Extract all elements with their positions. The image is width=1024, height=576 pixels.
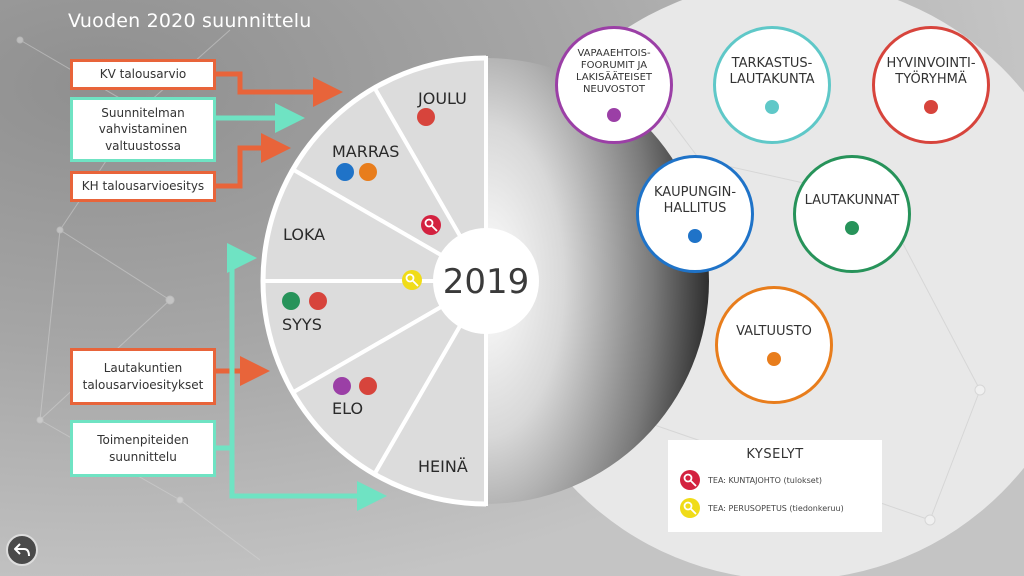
legend-item-kuntajohto: TEA: KUNTAJOHTO (tulokset) [680,470,882,490]
box-kh-talousarvioesitys: KH talousarvioesitys [70,171,216,202]
organ-tarkastuslautakunta: TARKASTUS-LAUTAKUNTA [713,26,831,144]
month-label-marras: MARRAS [332,142,399,161]
month-label-elo: ELO [332,399,363,418]
year-label: 2019 [443,262,530,302]
box-lautakuntien-talousarvioesitykset: Lautakuntien talousarvioesitykset [70,348,216,405]
legend-kyselyt: KYSELYT TEA: KUNTAJOHTO (tulokset) TEA: … [668,440,882,532]
organ-kaupunginhallitus: KAUPUNGIN-HALLITUS [636,155,754,273]
organ-dot-teal [765,100,779,115]
arrow-toimenpiteet-heina [229,448,387,511]
organ-label: HYVINVOINTI-TYÖRYHMÄ [886,55,976,87]
organ-valtuusto: VALTUUSTO [715,286,833,404]
organ-label: KAUPUNGIN-HALLITUS [653,184,737,216]
key-icon [680,498,700,518]
organ-vapaaehtoisfoorumit: VAPAAEHTOIS-FOORUMIT JA LAKISÄÄTEISET NE… [555,26,673,144]
organ-label: LAUTAKUNNAT [804,192,900,208]
box-toimenpiteiden-suunnittelu: Toimenpiteiden suunnittelu [70,420,216,477]
month-dots [282,108,435,395]
organ-label: VAPAAEHTOIS-FOORUMIT JA LAKISÄÄTEISET NE… [575,48,652,95]
dot-syys-green [282,292,300,310]
month-label-joulu: JOULU [417,89,467,108]
organ-dot-blue [688,229,702,244]
dot-elo-purple [333,377,351,395]
dot-marras-blue [336,163,354,181]
legend-title: KYSELYT [746,447,804,462]
wheel-outline [260,55,487,507]
legend-item-perusopetus: TEA: PERUSOPETUS (tiedonkeruu) [680,498,882,518]
center-circle [433,228,539,334]
organ-hyvinvointityoryhma: HYVINVOINTI-TYÖRYHMÄ [872,26,990,144]
page-title: Vuoden 2020 suunnittelu [68,10,312,32]
arrow-toimenpiteet-loka [216,243,257,451]
key-icon [421,215,441,235]
month-label-syys: SYYS [282,315,322,334]
dot-elo-red [359,377,377,395]
organ-dot-orange [767,352,781,367]
month-label-heina: HEINÄ [418,457,468,476]
key-icon [402,270,422,290]
organ-lautakunnat: LAUTAKUNNAT [793,155,911,273]
legend-item-label: TEA: PERUSOPETUS (tiedonkeruu) [708,503,844,513]
process-arrows [216,71,387,511]
month-label-loka: LOKA [283,225,325,244]
organ-dot-purple [607,108,621,122]
key-icon [680,470,700,490]
back-button[interactable] [6,534,38,566]
arrow-kv [216,71,343,107]
legend-item-label: TEA: KUNTAJOHTO (tulokset) [708,475,822,485]
dot-marras-orange [359,163,377,181]
box-suunnitelman-vahvistaminen: Suunnitelman vahvistaminen valtuustossa [70,97,216,162]
arrow-kh [216,133,291,189]
organ-dot-green [845,221,859,236]
box-kv-talousarvio: KV talousarvio [70,59,216,90]
wheel-dark-half [486,58,709,504]
organ-label: VALTUUSTO [736,323,812,339]
organ-label: TARKASTUS-LAUTAKUNTA [729,55,815,87]
back-arrow-icon [14,543,30,557]
network-pattern [16,29,261,561]
dot-joulu-red [417,108,435,126]
organ-dot-red [924,100,938,115]
dot-syys-red [309,292,327,310]
